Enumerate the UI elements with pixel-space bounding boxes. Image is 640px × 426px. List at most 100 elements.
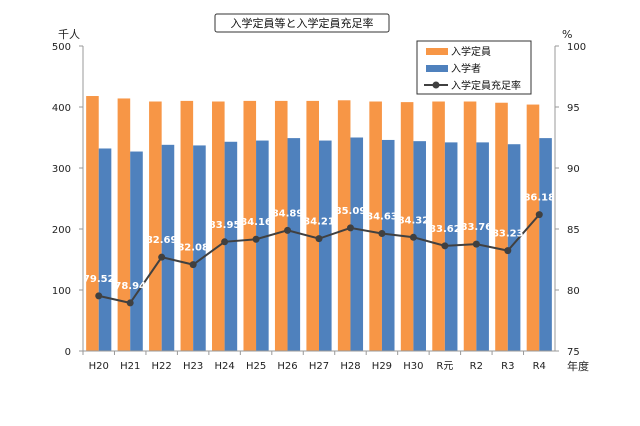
bar-capacity bbox=[274, 100, 288, 352]
x-tick-label: H28 bbox=[340, 361, 360, 372]
bar-capacity bbox=[495, 102, 508, 351]
x-tick-label: R元 bbox=[436, 361, 453, 372]
bar-enrolled bbox=[224, 141, 238, 351]
left-tick-label: 400 bbox=[52, 103, 71, 114]
rate-data-label: 84.21 bbox=[303, 217, 335, 228]
x-tick-label: H21 bbox=[120, 361, 140, 372]
bar-enrolled bbox=[98, 148, 112, 351]
rate-point bbox=[315, 235, 323, 243]
bar-enrolled bbox=[193, 145, 206, 351]
bar-capacity bbox=[86, 96, 99, 352]
left-tick-label: 500 bbox=[52, 42, 71, 53]
legend-label-capacity: 入学定員 bbox=[451, 45, 491, 58]
legend-label-enrolled: 入学者 bbox=[451, 62, 481, 75]
rate-data-label: 83.76 bbox=[461, 222, 493, 233]
bar-capacity bbox=[180, 100, 194, 352]
x-tick-label: H30 bbox=[403, 361, 423, 372]
x-tick-label: R2 bbox=[470, 361, 483, 372]
bar-enrolled bbox=[287, 138, 301, 351]
chart-title-box: 入学定員等と入学定員充足率 bbox=[214, 13, 390, 33]
rate-point bbox=[409, 233, 417, 241]
x-tick-label: R4 bbox=[533, 361, 546, 372]
legend-marker-rate bbox=[432, 81, 440, 89]
rate-point bbox=[252, 235, 260, 243]
rate-data-label: 79.52 bbox=[83, 274, 115, 285]
x-axis-label: 年度 bbox=[567, 359, 589, 373]
rate-data-label: 82.08 bbox=[177, 243, 209, 254]
rate-point bbox=[158, 253, 166, 261]
right-unit-label: % bbox=[562, 28, 572, 41]
rate-data-label: 83.23 bbox=[492, 229, 524, 240]
bar-capacity bbox=[432, 101, 445, 351]
left-tick-label: 100 bbox=[52, 286, 71, 297]
rate-data-label: 85.09 bbox=[335, 206, 367, 217]
rate-data-label: 78.94 bbox=[114, 281, 146, 292]
left-tick-label: 300 bbox=[52, 164, 71, 175]
bar-enrolled bbox=[381, 139, 395, 351]
rate-data-label: 84.63 bbox=[366, 212, 398, 223]
bar-capacity bbox=[243, 100, 257, 352]
x-tick-label: H26 bbox=[277, 361, 297, 372]
rate-data-label: 84.89 bbox=[272, 208, 304, 219]
x-tick-label: H29 bbox=[372, 361, 392, 372]
bar-capacity bbox=[149, 101, 162, 351]
x-tick-label: H25 bbox=[246, 361, 266, 372]
right-tick-label: 75 bbox=[567, 347, 580, 358]
rate-point bbox=[535, 211, 543, 219]
left-tick-label: 0 bbox=[65, 347, 71, 358]
legend-label-rate: 入学定員充足率 bbox=[451, 79, 521, 92]
bar-capacity bbox=[212, 101, 225, 351]
x-tick-label: H23 bbox=[183, 361, 203, 372]
bar-enrolled bbox=[130, 151, 143, 351]
rate-data-label: 83.95 bbox=[209, 220, 241, 231]
x-tick-label: H24 bbox=[214, 361, 234, 372]
x-tick-label: R3 bbox=[501, 361, 514, 372]
legend-swatch-capacity bbox=[426, 48, 448, 55]
bar-enrolled bbox=[161, 144, 175, 351]
right-tick-label: 100 bbox=[567, 42, 586, 53]
bar-capacity bbox=[117, 98, 131, 352]
rate-point bbox=[221, 238, 229, 246]
x-tick-label: H22 bbox=[152, 361, 172, 372]
rate-point bbox=[126, 299, 134, 307]
bar-enrolled bbox=[507, 144, 521, 351]
rate-data-label: 82.69 bbox=[146, 235, 178, 246]
right-tick-label: 85 bbox=[567, 225, 580, 236]
bar-enrolled bbox=[319, 140, 332, 351]
chart-title: 入学定員等と入学定員充足率 bbox=[231, 16, 374, 30]
legend: 入学定員 入学者 入学定員充足率 bbox=[416, 40, 532, 95]
rate-data-label: 86.18 bbox=[523, 193, 555, 204]
x-tick-label: H20 bbox=[89, 361, 109, 372]
rate-point bbox=[95, 292, 103, 300]
rate-point bbox=[346, 224, 354, 232]
bar-capacity bbox=[400, 102, 414, 352]
rate-point bbox=[378, 230, 386, 238]
right-tick-label: 95 bbox=[567, 103, 580, 114]
bar-capacity bbox=[463, 101, 477, 351]
bar-capacity bbox=[369, 101, 382, 351]
rate-point bbox=[472, 240, 480, 248]
legend-swatch-enrolled bbox=[426, 65, 448, 72]
bar-enrolled bbox=[413, 141, 426, 351]
bar-capacity bbox=[526, 104, 540, 351]
bar-enrolled bbox=[476, 142, 489, 351]
rate-point bbox=[441, 242, 449, 250]
rate-point bbox=[189, 261, 197, 269]
rate-data-label: 84.16 bbox=[240, 217, 272, 228]
rate-point bbox=[504, 247, 512, 255]
right-tick-label: 80 bbox=[567, 286, 580, 297]
bar-enrolled bbox=[539, 138, 552, 351]
bar-capacity bbox=[337, 100, 351, 351]
bar-capacity bbox=[306, 100, 319, 352]
rate-data-label: 84.32 bbox=[398, 215, 430, 226]
bar-enrolled bbox=[350, 137, 364, 351]
rate-point bbox=[284, 226, 292, 234]
x-tick-label: H27 bbox=[309, 361, 329, 372]
rate-data-label: 83.62 bbox=[429, 224, 461, 235]
left-unit-label: 千人 bbox=[58, 28, 80, 41]
left-tick-label: 200 bbox=[52, 225, 71, 236]
bar-enrolled bbox=[256, 140, 269, 351]
bar-enrolled bbox=[444, 142, 458, 351]
right-tick-label: 90 bbox=[567, 164, 580, 175]
